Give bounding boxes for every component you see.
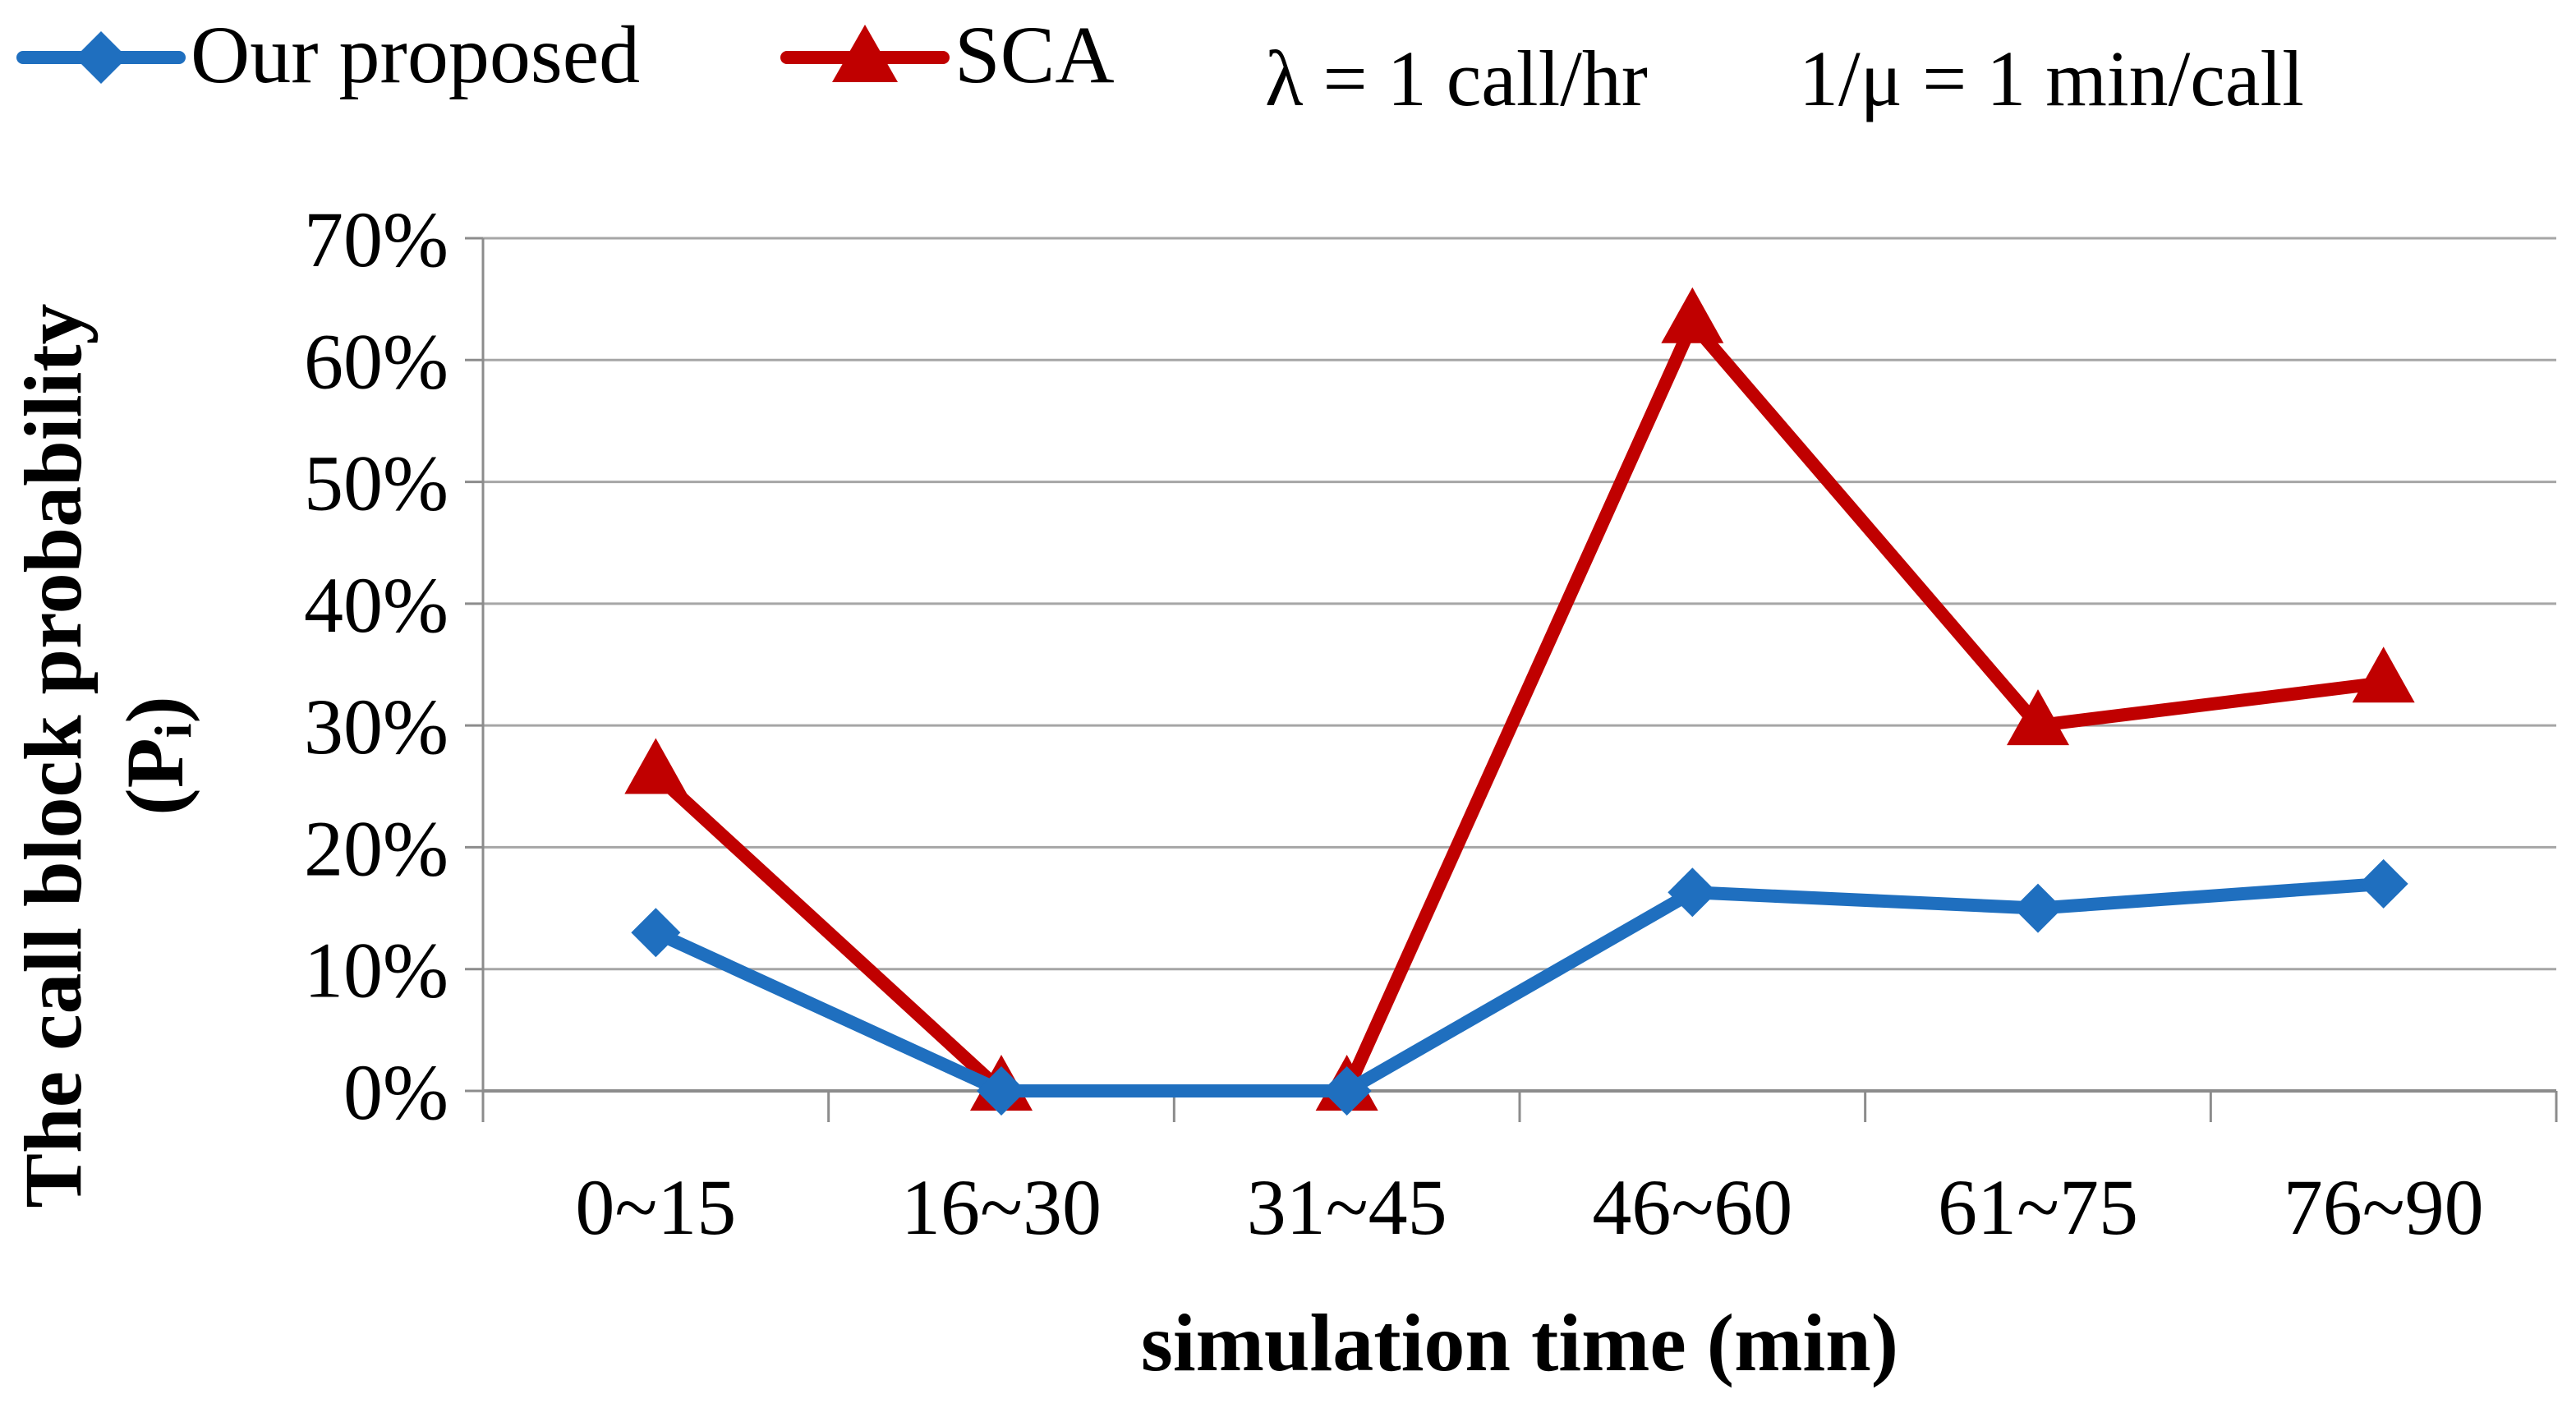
- annotation-lambda: λ = 1 call/hr: [1265, 35, 1648, 122]
- data-point-our-proposed: [2013, 883, 2063, 933]
- data-point-our-proposed: [631, 908, 681, 958]
- legend-marker-sca: [832, 25, 898, 82]
- data-point-our-proposed: [2358, 858, 2408, 909]
- x-tick-label: 76~90: [2284, 1163, 2484, 1251]
- axes: 0% 10% 20% 30% 40% 50% 60% 70% 0~15 16~30 31~45 46~…: [304, 196, 2558, 1251]
- x-tick-label: 16~30: [901, 1163, 1102, 1251]
- x-tick-label: 31~45: [1247, 1163, 1447, 1251]
- data-point-our-proposed: [1322, 1066, 1372, 1116]
- grid: [483, 237, 2556, 971]
- series-line-our-proposed: [649, 877, 2390, 1097]
- x-tick-label: 46~60: [1592, 1163, 1792, 1251]
- data-point-sca: [624, 738, 688, 794]
- annotation-mu: 1/μ = 1 min/call: [1799, 35, 2304, 122]
- x-axis-title: simulation time (min): [1141, 1297, 1898, 1388]
- y-axis-title: The call block probability (Pi): [7, 303, 202, 1208]
- y-tick-label: 70%: [304, 196, 448, 283]
- y-tick-label: 40%: [304, 561, 448, 649]
- data-point-sca: [2007, 689, 2069, 746]
- legend-label-sca: SCA: [954, 9, 1115, 100]
- y-tick-label: 50%: [304, 439, 448, 527]
- y-tick-label: 10%: [304, 927, 448, 1015]
- y-tick-label: 60%: [304, 317, 448, 405]
- legend: Our proposed SCA: [16, 9, 1115, 100]
- data-point-our-proposed: [977, 1066, 1026, 1116]
- data-point-our-proposed: [1668, 867, 1718, 918]
- legend-label-our-proposed: Our proposed: [191, 9, 640, 100]
- svg-text:The call block probability: The call block probability: [7, 303, 99, 1208]
- plot-area: [624, 287, 2415, 1116]
- legend-marker-our-proposed: [75, 31, 127, 84]
- y-tick-label: 0%: [343, 1048, 448, 1136]
- y-tick-label: 30%: [304, 683, 448, 771]
- series-line-sca: [649, 316, 2390, 1097]
- data-point-sca: [2352, 646, 2415, 703]
- svg-text:(Pi): (Pi): [109, 696, 202, 815]
- x-tick-label: 61~75: [1938, 1163, 2138, 1251]
- x-tick-label: 0~15: [575, 1163, 736, 1251]
- data-point-sca: [1661, 287, 1724, 343]
- y-tick-label: 20%: [304, 804, 448, 892]
